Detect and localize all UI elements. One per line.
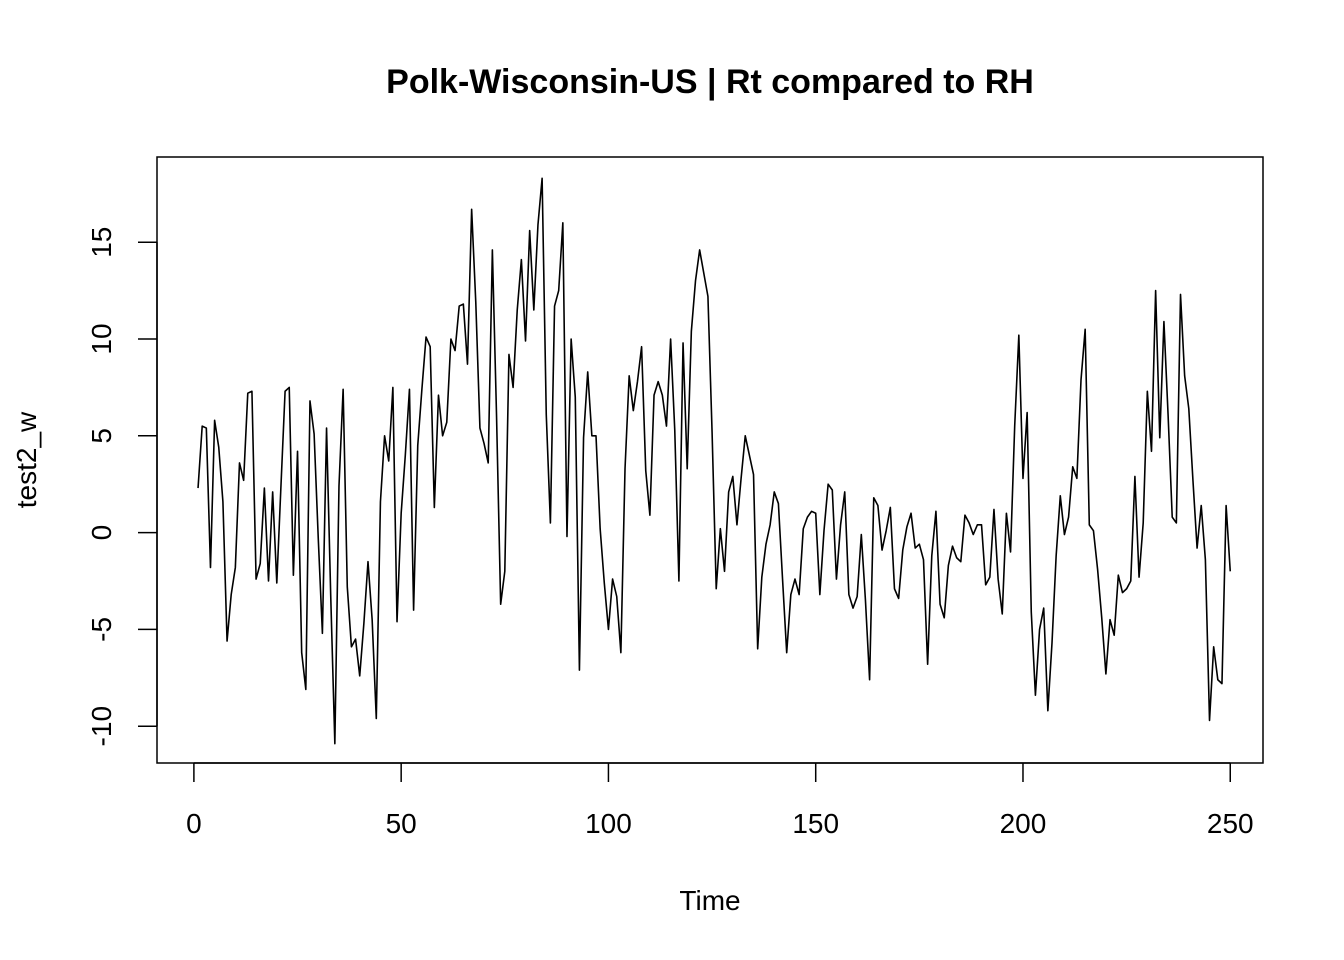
x-tick-label: 200: [1000, 808, 1047, 839]
plot-frame: [157, 157, 1263, 763]
y-axis-label: test2_w: [11, 411, 42, 508]
series-line: [198, 178, 1230, 743]
x-tick-label: 150: [792, 808, 839, 839]
x-tick-label: 250: [1207, 808, 1254, 839]
y-axis: -10 -5 0 5 10 15: [86, 227, 157, 747]
x-tick-label: 0: [186, 808, 202, 839]
x-tick-label: 100: [585, 808, 632, 839]
x-axis: 0 50 100 150 200 250: [186, 763, 1254, 839]
y-tick-label: 15: [86, 227, 117, 258]
x-axis-label: Time: [679, 885, 740, 916]
y-tick-label: -10: [86, 706, 117, 746]
x-tick-label: 50: [386, 808, 417, 839]
y-tick-label: -5: [86, 617, 117, 642]
y-tick-label: 5: [86, 428, 117, 444]
y-tick-label: 0: [86, 525, 117, 541]
chart-title: Polk-Wisconsin-US | Rt compared to RH: [386, 63, 1034, 101]
y-tick-label: 10: [86, 323, 117, 354]
